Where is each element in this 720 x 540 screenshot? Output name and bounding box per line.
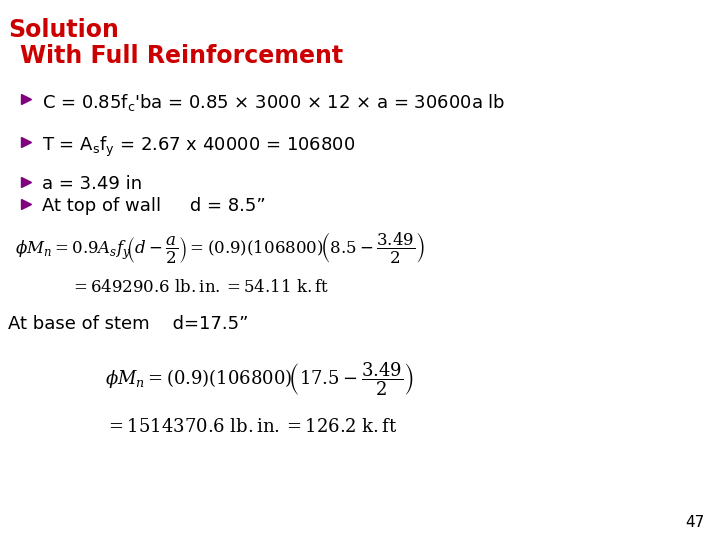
Text: At top of wall     d = 8.5”: At top of wall d = 8.5” <box>42 197 266 215</box>
Text: C = 0.85f$_{\rm c}$'ba = 0.85 $\times$ 3000 $\times$ 12 $\times$ a = 30600a lb: C = 0.85f$_{\rm c}$'ba = 0.85 $\times$ 3… <box>42 92 505 113</box>
Text: $= 1514370.6\ \mathrm{lb.in.} = 126.2\ \mathrm{k.ft}$: $= 1514370.6\ \mathrm{lb.in.} = 126.2\ \… <box>105 418 397 436</box>
Text: Solution: Solution <box>8 18 119 42</box>
Text: a = 3.49 in: a = 3.49 in <box>42 175 142 193</box>
Text: $\phi M_n = 0.9A_sf_y\!\left(d - \dfrac{a}{2}\right) = (0.9)(106800)\!\left(8.5 : $\phi M_n = 0.9A_sf_y\!\left(d - \dfrac{… <box>15 230 425 265</box>
Text: At base of stem    d=17.5”: At base of stem d=17.5” <box>8 315 248 333</box>
Text: $= 649290.6\ \mathrm{lb.in.} = 54.11\ \mathrm{k.ft}$: $= 649290.6\ \mathrm{lb.in.} = 54.11\ \m… <box>70 278 330 296</box>
Text: $\phi M_n = (0.9)(106800)\!\left(17.5 - \dfrac{3.49}{2}\right)$: $\phi M_n = (0.9)(106800)\!\left(17.5 - … <box>105 360 414 397</box>
Text: 47: 47 <box>685 515 705 530</box>
Text: T = A$_{\rm s}$f$_{\rm y}$ = 2.67 x 40000 = 106800: T = A$_{\rm s}$f$_{\rm y}$ = 2.67 x 4000… <box>42 135 356 159</box>
Text: With Full Reinforcement: With Full Reinforcement <box>20 44 343 68</box>
